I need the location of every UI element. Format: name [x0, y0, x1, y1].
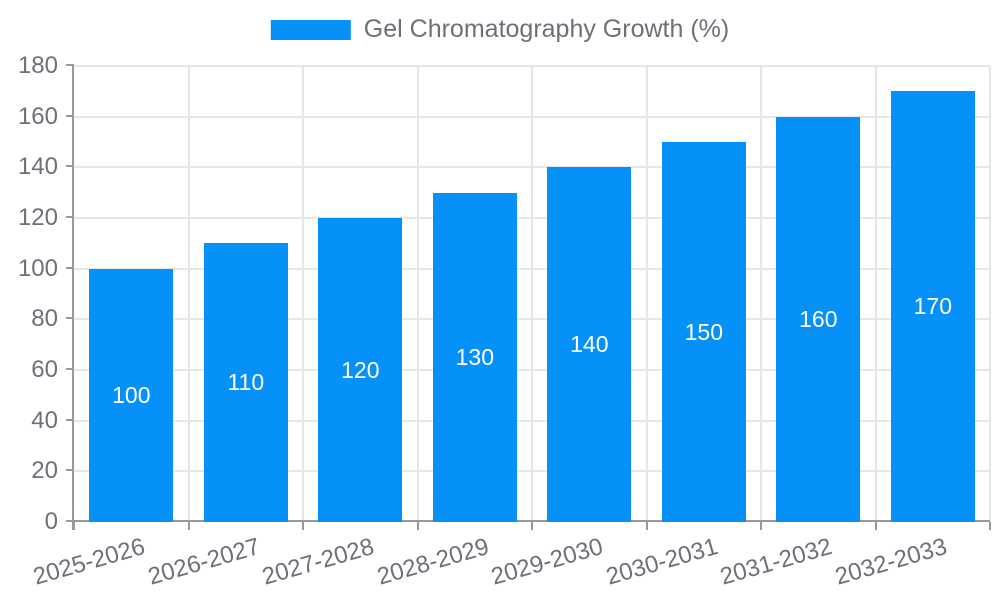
bar-value-label: 100 — [112, 381, 151, 408]
x-axis-line — [66, 520, 990, 522]
bar[interactable]: 150 — [661, 142, 746, 522]
y-axis-tick — [66, 266, 74, 269]
y-tick-label: 100 — [17, 254, 58, 282]
x-tick-label: 2030-2031 — [603, 533, 721, 591]
bar[interactable]: 120 — [318, 218, 403, 522]
y-tick-label: 60 — [31, 356, 58, 383]
y-axis-tick — [66, 114, 74, 117]
y-tick-label: 120 — [17, 204, 58, 231]
y-axis-tick — [66, 368, 74, 370]
x-axis-tick — [302, 522, 304, 530]
bar[interactable]: 130 — [432, 192, 517, 522]
x-axis-tick — [187, 522, 190, 530]
y-tick-label: 180 — [17, 52, 58, 79]
x-axis-tick — [874, 522, 877, 530]
gridline-vertical — [645, 66, 648, 522]
bar-value-label: 120 — [341, 356, 380, 383]
bar-value-label: 150 — [684, 318, 723, 345]
gridline-vertical — [187, 66, 190, 522]
bar[interactable]: 170 — [890, 91, 975, 522]
bar-value-label: 160 — [799, 305, 838, 332]
y-tick-label: 140 — [17, 153, 58, 181]
x-tick-label: 2029-2030 — [488, 533, 607, 591]
bar-value-label: 130 — [455, 343, 494, 370]
x-tick-label: 2031-2032 — [717, 533, 836, 591]
x-tick-label: 2028-2029 — [374, 533, 492, 591]
bar[interactable]: 100 — [89, 268, 174, 522]
x-tick-label: 2025-2026 — [30, 533, 149, 591]
gridline-vertical — [874, 66, 877, 522]
bar-value-label: 170 — [913, 293, 952, 320]
bar-value-label: 110 — [227, 369, 265, 396]
y-axis-tick — [66, 418, 74, 421]
y-tick-label: 40 — [31, 406, 58, 434]
y-axis-tick — [66, 165, 74, 168]
x-axis-tick — [760, 522, 762, 530]
legend-swatch — [270, 19, 351, 40]
gridline-vertical — [760, 66, 762, 522]
x-axis-tick — [645, 522, 648, 530]
gridline-vertical — [531, 66, 533, 522]
y-tick-label: 0 — [44, 508, 58, 535]
gridline-vertical — [416, 66, 419, 522]
y-axis-line — [72, 66, 74, 530]
bar[interactable]: 110 — [203, 243, 288, 522]
bar[interactable]: 140 — [547, 167, 632, 522]
bar-value-label: 140 — [570, 331, 609, 358]
y-axis-tick — [66, 64, 74, 66]
y-axis-tick — [66, 469, 74, 472]
x-axis-tick — [73, 522, 75, 530]
y-tick-label: 80 — [31, 305, 58, 333]
x-tick-label: 2032-2033 — [832, 533, 950, 591]
y-tick-label: 20 — [31, 457, 58, 485]
gridline-vertical — [302, 66, 304, 522]
y-axis-tick — [66, 216, 74, 218]
x-axis-tick — [989, 522, 991, 530]
x-axis-tick — [531, 522, 533, 530]
x-axis-tick — [416, 522, 419, 530]
legend-label: Gel Chromatography Growth (%) — [363, 15, 730, 43]
y-axis-tick — [66, 317, 74, 320]
legend[interactable]: Gel Chromatography Growth (%) — [270, 15, 730, 44]
x-tick-label: 2027-2028 — [259, 533, 378, 591]
y-tick-label: 160 — [17, 102, 58, 130]
gridline-vertical — [989, 66, 991, 522]
bar[interactable]: 160 — [776, 116, 861, 522]
x-tick-label: 2026-2027 — [145, 533, 263, 591]
